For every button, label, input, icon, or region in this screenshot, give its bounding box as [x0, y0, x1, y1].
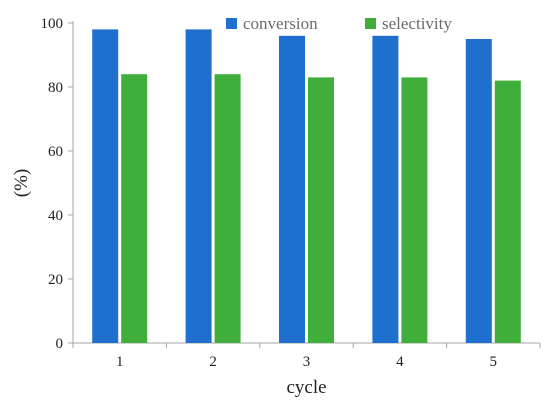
x-tick-label: 1 — [116, 354, 124, 370]
bar-selectivity-cycle-5 — [494, 80, 521, 343]
bar-conversion-cycle-5 — [465, 39, 492, 343]
bar-conversion-cycle-2 — [185, 29, 212, 344]
y-tick-label: 40 — [48, 208, 63, 224]
legend-label-selectivity: selectivity — [382, 14, 452, 33]
legend-swatch-conversion — [226, 18, 237, 29]
x-tick-label: 4 — [396, 354, 404, 370]
y-tick-label: 80 — [48, 80, 63, 96]
x-tick-label: 2 — [209, 354, 217, 370]
bar-selectivity-cycle-1 — [121, 74, 148, 343]
bar-selectivity-cycle-4 — [401, 77, 428, 344]
plot-area: 0 20 40 60 80 100 1 2 3 4 5 — [41, 16, 541, 370]
bar-conversion-cycle-3 — [279, 35, 305, 344]
bar-conversion-cycle-4 — [372, 35, 399, 344]
y-tick-label: 100 — [41, 16, 64, 32]
bar-selectivity-cycle-2 — [214, 74, 241, 343]
legend-swatch-selectivity — [365, 18, 376, 29]
x-tick-label: 3 — [303, 354, 311, 370]
legend-label-conversion: conversion — [243, 14, 318, 33]
x-axis-title: cycle — [286, 377, 326, 398]
y-tick-label: 20 — [48, 272, 63, 288]
y-tick-label: 0 — [56, 336, 64, 352]
bar-selectivity-cycle-3 — [308, 77, 334, 344]
bar-conversion-cycle-1 — [92, 29, 119, 344]
x-tick-label: 5 — [490, 354, 498, 370]
y-axis-title: (%) — [11, 169, 32, 197]
y-tick-label: 60 — [48, 144, 63, 160]
legend: conversion selectivity — [226, 14, 452, 33]
